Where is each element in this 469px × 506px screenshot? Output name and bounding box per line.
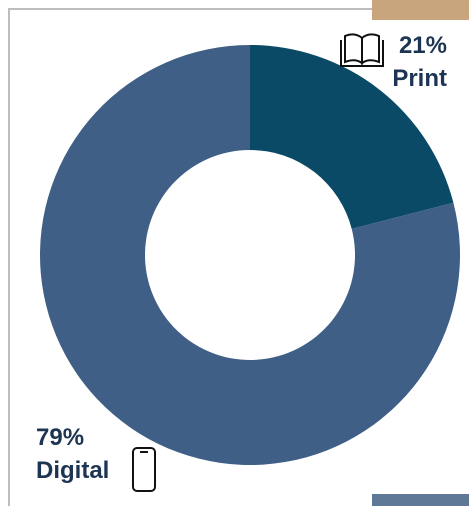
- category-label: Digital: [36, 457, 109, 484]
- chart: 21% Print 79% Digital: [0, 0, 469, 506]
- category-label: Print: [392, 65, 447, 92]
- photo-corner: [372, 494, 469, 506]
- value-label: 21%: [399, 32, 447, 59]
- value-label: 79%: [36, 424, 84, 451]
- photo-corner: [372, 0, 469, 20]
